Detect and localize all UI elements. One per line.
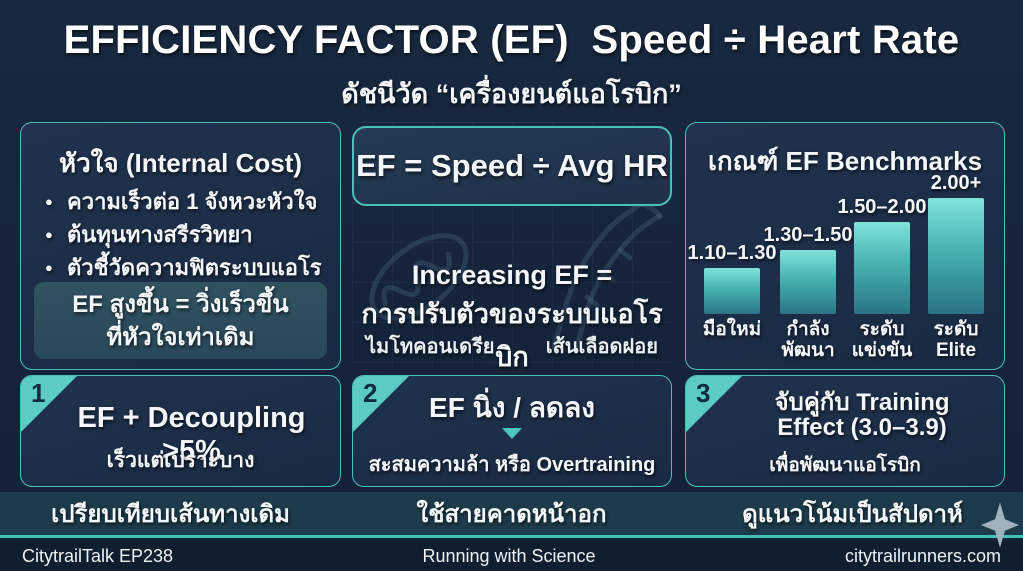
mitochondria-label: ไมโทคอนเดรีย <box>366 336 495 358</box>
bar-range-label: 1.50–2.00 <box>837 196 927 218</box>
adaptation-subheading: การปรับตัวของระบบแอโรบิก <box>361 299 663 372</box>
insight-3-title-line1: จับคู่กับ Training <box>774 389 950 416</box>
bar-group: 2.00+ ระดับ Elite <box>928 172 984 361</box>
insight-card-3: 3 จับคู่กับ Training Effect (3.0–3.9) เพ… <box>685 375 1005 487</box>
tip-compare-route: เปรียบเทียบเส้นทางเดิม <box>51 501 290 528</box>
ef-formula-box: EF = Speed ÷ Avg HR <box>352 126 672 206</box>
bar <box>704 268 760 314</box>
bar <box>928 198 984 314</box>
ef-benchmarks-chart: 1.10–1.30 มือใหม่ 1.30–1.50 กำลัง พัฒนา 1.50–… <box>686 123 1004 369</box>
bar <box>780 250 836 314</box>
bar-group: 1.50–2.00 ระดับ แข่งขัน <box>838 196 927 361</box>
footer-bar: CitytrailTalk EP238 Running with Science… <box>0 541 1023 571</box>
adaptation-labels: ไมโทคอนเดรีย เส้นเลือดฝอย <box>366 330 658 362</box>
bar-category-label: มือใหม่ <box>702 319 762 340</box>
ef-highlight-box: EF สูงขึ้น = วิ่งเร็วขึ้น ที่หัวใจเท่าเด… <box>34 282 327 359</box>
highlight-line: EF สูงขึ้น = วิ่งเร็วขึ้น <box>72 290 289 318</box>
bar-category-label: กำลัง พัฒนา <box>781 319 835 361</box>
bar <box>854 222 910 314</box>
badge-number: 1 <box>31 378 46 408</box>
insight-3-subtitle: เพื่อพัฒนาแอโรบิก <box>769 455 921 476</box>
down-arrow-icon <box>502 428 522 439</box>
tip-weekly-trend: ดูแนวโน้มเป็นสัปดาห์ <box>742 501 963 528</box>
internal-cost-card: หัวใจ (Internal Cost) ความเร็วต่อ 1 จังห… <box>20 122 341 370</box>
tip-chest-strap: ใช้สายคาดหน้าอก <box>416 501 607 528</box>
insight-3-title-line2: Effect (3.0–3.9) <box>777 414 947 441</box>
page-subtitle: ดัชนีวัด “เครื่องยนต์แอโรบิก” <box>341 79 682 109</box>
insight-1-title: EF + Decoupling >5% <box>77 402 306 467</box>
bar-range-label: 1.30–1.50 <box>763 224 853 246</box>
sparkle-icon <box>981 502 1019 548</box>
bar-group: 1.30–1.50 กำลัง พัฒนา <box>764 224 853 361</box>
ef-formula: EF = Speed ÷ Avg HR <box>356 148 668 183</box>
insight-1-subtitle: เร็วแต่เปราะบาง <box>106 449 255 472</box>
formula-column: EF = Speed ÷ Avg HR Increasing EF = การป… <box>352 122 672 372</box>
footer-website: citytrailrunners.com <box>844 545 1001 566</box>
insight-2-subtitle: สะสมความล้า หรือ Overtraining <box>368 454 656 476</box>
benchmarks-card: เกณฑ์ EF Benchmarks 1.10–1.30 มือใหม่ 1.30… <box>685 122 1005 370</box>
footer-episode: CitytrailTalk EP238 <box>22 545 174 566</box>
insight-card-1: 1 EF + Decoupling >5% เร็วแต่เปราะบาง <box>20 375 341 487</box>
bar-range-label: 2.00+ <box>930 172 982 194</box>
bullet-item: ความเร็วต่อ 1 จังหวะหัวใจ <box>45 185 330 218</box>
capillary-label: เส้นเลือดฝอย <box>545 336 658 358</box>
bar-group: 1.10–1.30 มือใหม่ <box>688 242 777 340</box>
page-title: EFFICIENCY FACTOR (EF) Speed ÷ Heart Rat… <box>63 18 960 62</box>
adaptation-heading: Increasing EF = <box>411 260 613 290</box>
internal-cost-title: หัวใจ (Internal Cost) <box>58 148 303 178</box>
bar-range-label: 1.10–1.30 <box>687 242 777 264</box>
bar-category-label: ระดับ Elite <box>933 319 979 361</box>
tips-band: เปรียบเทียบเส้นทางเดิม ใช้สายคาดหน้าอก ด… <box>0 492 1023 538</box>
bullet-item: ต้นทุนทางสรีรวิทยา <box>45 218 330 251</box>
mitochondria-icon <box>369 233 469 321</box>
badge-number: 3 <box>696 378 711 408</box>
badge-number: 2 <box>363 378 378 408</box>
bar-category-label: ระดับ แข่งขัน <box>851 319 913 361</box>
footer-tagline: Running with Science <box>422 545 596 566</box>
insight-card-2: 2 EF นิ่ง / ลดลง สะสมความล้า หรือ Overtr… <box>352 375 672 487</box>
highlight-line: ที่หัวใจเท่าเดิม <box>106 323 255 351</box>
insight-2-title: EF นิ่ง / ลดลง <box>429 392 595 423</box>
benchmarks-title: เกณฑ์ EF Benchmarks <box>707 146 983 176</box>
